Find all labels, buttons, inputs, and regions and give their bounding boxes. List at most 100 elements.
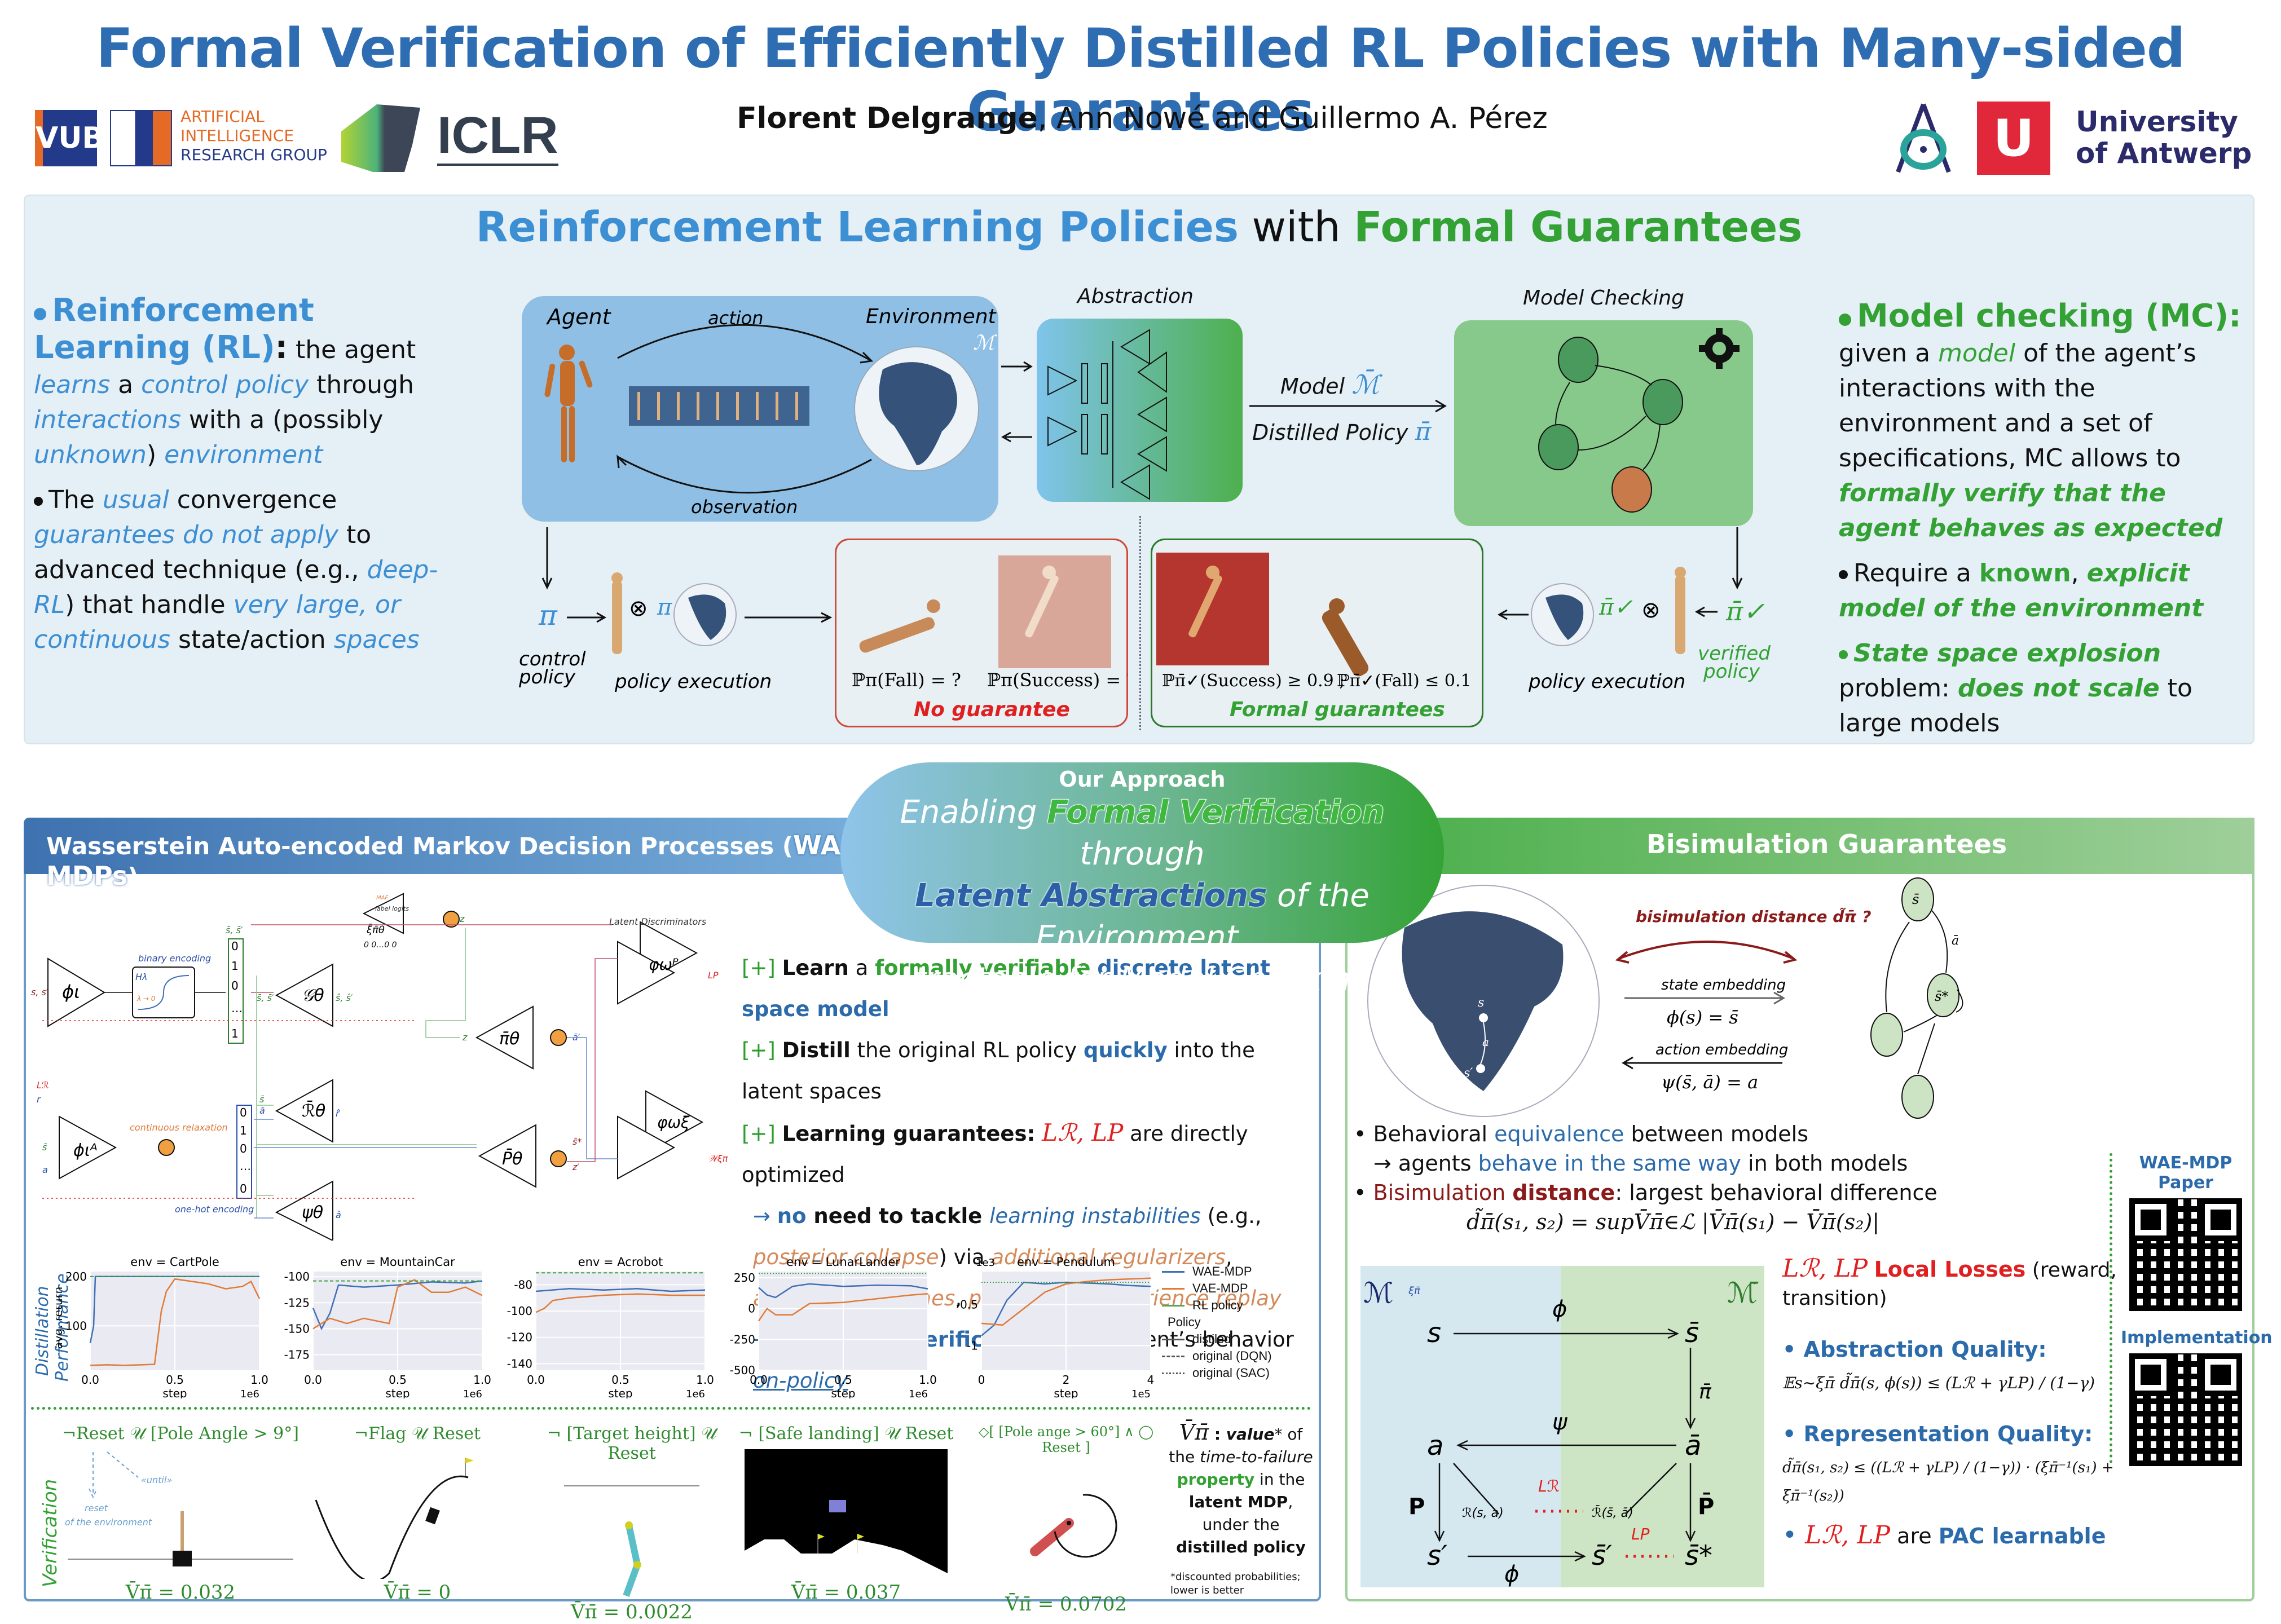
latent-node — [1927, 973, 1959, 1017]
y-tick-label: -100 — [507, 1304, 532, 1318]
svg-text:ϕ: ϕ — [1552, 1296, 1567, 1322]
mc-heading: Model checking (MC) — [1857, 298, 2229, 334]
action-decoder-label: ψθ — [302, 1203, 323, 1223]
y-tick-label: -125 — [284, 1296, 310, 1309]
y-tick-label: 200 — [65, 1270, 87, 1283]
approach-line-3: tractable for Model Checking — [914, 961, 1371, 998]
x-axis-label: step — [831, 1387, 855, 1398]
svg-text:0: 0 — [231, 979, 239, 992]
svg-text:z′: z′ — [572, 1162, 579, 1172]
terrain — [745, 1539, 948, 1573]
verified-policy-symbol: π̄✓ — [1725, 596, 1765, 626]
rotation-arrow — [1054, 1494, 1117, 1558]
legend-swatch — [1162, 1338, 1184, 1340]
state-embedding-arrow — [1624, 991, 1785, 1005]
lunarlander-spec: ¬ [Safe landing] 𝒰 Reset — [738, 1424, 954, 1444]
action-encoder-label: ϕιᴬ — [73, 1141, 98, 1160]
series-line-vae-mdp — [312, 1279, 483, 1330]
y-axis-label: avg. return — [56, 1287, 65, 1349]
state-encoder-block — [47, 957, 105, 1027]
pendulum-spec: ◇[ [Pole ange > 60°] ∧ ◯ Reset ] — [978, 1424, 1154, 1455]
bullet-same-way: → agents behave in the same way in both … — [1373, 1151, 1908, 1176]
heading-with: with — [1239, 203, 1354, 251]
x-tick-label: 1.0 — [250, 1373, 268, 1387]
approach-line-1: Enabling Formal Verification through — [900, 793, 1385, 872]
svg-text:reset: reset — [85, 1503, 108, 1513]
bullet-guarantees: [+] Learning guarantees: Lℛ, LP are dire… — [742, 1119, 1248, 1187]
agent-environment-diagram: Agent action Environment ℳ observation — [544, 304, 997, 518]
implementation-qr-code[interactable] — [2129, 1353, 2242, 1466]
state-sprime-point — [1476, 1064, 1485, 1073]
bullet-distill: [+] Distill the original RL policy quick… — [742, 1038, 1255, 1104]
svg-text:s: s — [1478, 996, 1484, 1010]
distance-arrow — [1618, 941, 1794, 960]
success-probability: ℙπ(Success) = ? — [987, 669, 1128, 691]
svg-text:0: 0 — [231, 939, 239, 953]
abstraction-quality-heading: • Abstraction Quality: — [1782, 1337, 2047, 1362]
policy-execution-right: π̄✓ ⊗ π̄✓ policy execution verified poli… — [1497, 527, 1771, 693]
chart-mountaincar: -100 -125 -150 -175 0.0 0.5 1.0 env = MountainC… — [284, 1255, 491, 1398]
down-arrow — [541, 527, 553, 590]
continuous-relaxation-label: continuous relaxation — [130, 1122, 228, 1133]
bisimulation-distance-label: bisimulation distance d̃π̄ ? — [1636, 907, 1871, 926]
airg-line-3: RESEARCH GROUP — [180, 145, 327, 164]
env-mdp-symbol: ℳ — [973, 332, 997, 355]
latent-node — [1870, 1013, 1903, 1057]
svg-text:a: a — [1482, 1035, 1489, 1049]
chart-title: env = LunarLander — [786, 1255, 900, 1269]
state-embedding-label: state embedding — [1661, 977, 1786, 994]
observation-arrow — [617, 456, 872, 494]
action-embedding-arrow — [1622, 1056, 1782, 1070]
on-policy-link[interactable]: on-policy — [753, 1369, 848, 1393]
paper-qr-code[interactable] — [2129, 1198, 2242, 1311]
x-tick-label: 0.0 — [750, 1373, 768, 1387]
action-encoder-block — [59, 1115, 117, 1180]
acrobot-links — [623, 1524, 641, 1597]
y-tick-label: 100 — [65, 1319, 87, 1332]
x-tick-label: 0.0 — [304, 1373, 322, 1387]
svg-text:λ → 0: λ → 0 — [136, 995, 156, 1003]
y-tick-label: -100 — [284, 1270, 310, 1283]
svg-text:…: … — [231, 1001, 243, 1015]
flag-icon — [465, 1458, 474, 1463]
svg-text:ā: ā — [259, 1105, 265, 1116]
pendulum-rod — [1030, 1518, 1074, 1556]
latent-node — [1901, 1075, 1934, 1119]
legend-policy-title: Policy — [1168, 1315, 1201, 1329]
acrobot-value: V̄π̄ = 0.0022 — [571, 1601, 693, 1623]
first-author: Florent Delgrange — [737, 102, 1038, 135]
svg-text:s̄*: s̄* — [573, 1136, 582, 1147]
university-antwerp-text: University of Antwerp — [2076, 106, 2252, 169]
action-arrow-head — [860, 351, 874, 364]
poster-title: Formal Verification of Efficiently Disti… — [96, 17, 2185, 143]
y-tick-label: -150 — [284, 1322, 310, 1335]
svg-text:ψ: ψ — [1552, 1409, 1568, 1435]
mc-requirement-bullet: Require a known, explicit model of the e… — [1839, 559, 2204, 623]
distillation-performance-label: Distillation Performance — [33, 1273, 72, 1382]
model-checking-graph — [1538, 328, 1740, 513]
chart-pendulum: -0.5 -1 0 2 4 env = Pendulum step 1e5 1e3 — [956, 1255, 1154, 1398]
other-authors: , Ann Nowé and Guillermo A. Pérez — [1037, 102, 1548, 135]
svg-text:LP: LP — [708, 970, 719, 981]
svg-text:s̄: s̄ — [1912, 892, 1919, 907]
svg-text:Hλ: Hλ — [135, 972, 148, 982]
paper-qr-title: WAE-MDP Paper — [2139, 1153, 2232, 1193]
svg-text:z: z — [459, 914, 465, 924]
x-tick-label: 1.0 — [919, 1373, 937, 1387]
latent-policy-label: π̄θ — [499, 1029, 519, 1049]
environment-globe-icon — [854, 346, 979, 471]
abstraction-label: Abstraction — [1077, 285, 1194, 308]
pole-icon — [180, 1511, 184, 1556]
x-tick-label: 0.0 — [527, 1373, 545, 1387]
model-label: Model ℳ̄ — [1280, 369, 1380, 400]
y-tick-label: -0.5 — [956, 1298, 978, 1311]
svg-text:s̄: s̄ — [42, 1142, 47, 1153]
legend-swatch — [1162, 1304, 1184, 1307]
x-tick-label: 0.5 — [611, 1373, 629, 1387]
legend-label: original (SAC) — [1192, 1366, 1270, 1380]
bisimulation-header: Bisimulation Guarantees — [1399, 818, 2254, 874]
y-tick-label: -1 — [967, 1339, 978, 1352]
qr-separator — [2110, 1153, 2112, 1463]
